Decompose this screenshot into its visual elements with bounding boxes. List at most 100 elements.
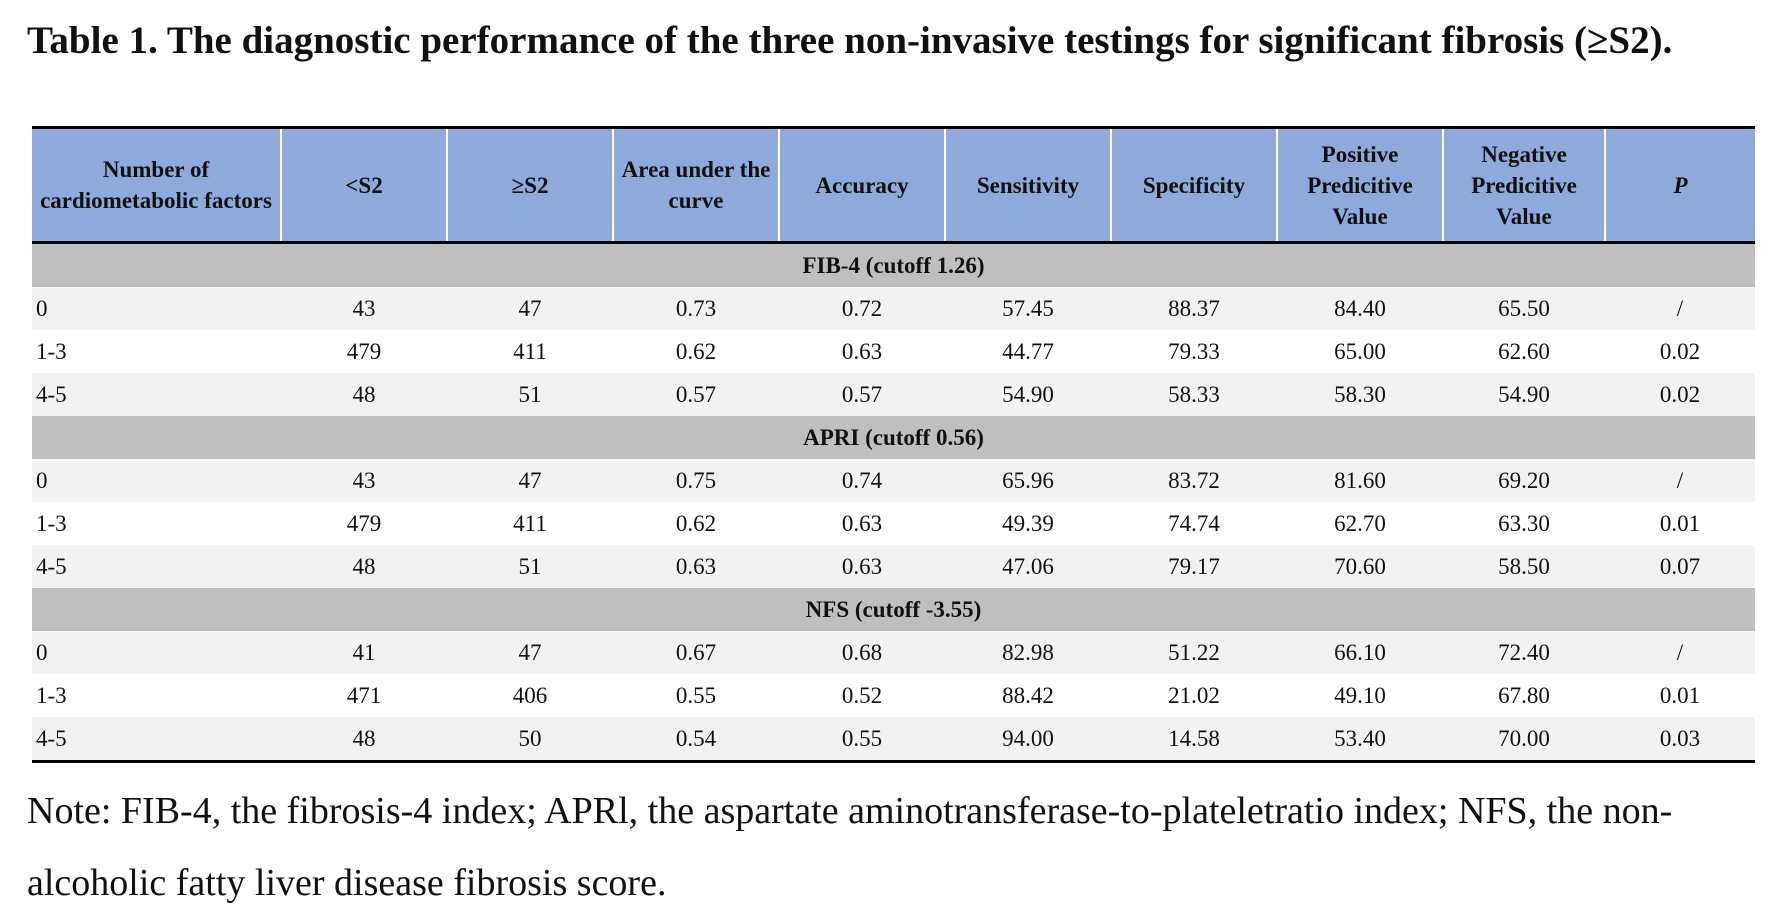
table-cell: 62.70 [1277,502,1443,545]
table-cell: / [1605,459,1755,502]
table-note: Note: FIB-4, the fibrosis-4 index; APRl,… [27,790,1673,904]
table-cell: 48 [281,717,447,763]
table-title: Table 1. The diagnostic performance of t… [27,19,1673,62]
table-cell: 471 [281,674,447,717]
table-cell: 70.60 [1277,545,1443,588]
table-cell: 51 [447,545,613,588]
table-cell: 54.90 [1443,373,1605,416]
table-cell: 51.22 [1111,631,1277,674]
table-cell: 0.01 [1605,502,1755,545]
table-row: 0 43 47 0.75 0.74 65.96 83.72 81.60 69.20/ [32,459,1755,502]
table-cell: 47.06 [945,545,1111,588]
table-cell: 53.40 [1277,717,1443,763]
column-header-sensitivity: Sensitivity [944,126,1111,244]
table-cell: 58.30 [1277,373,1443,416]
table-cell: 0.54 [613,717,779,763]
table-cell: 406 [447,674,613,717]
table-cell: 65.00 [1277,330,1443,373]
table-row: 4-5 48 51 0.57 0.57 54.90 58.33 58.30 54.90 0.02 [32,373,1755,416]
table-cell: 74.74 [1111,502,1277,545]
table-cell: 47 [447,287,613,330]
section-label: NFS (cutoff -3.55) [32,588,1755,631]
table-cell: 79.17 [1111,545,1277,588]
table-body: FIB-4 (cutoff 1.26) 0 43 47 0.73 0.72 57.45 88.… [32,242,1755,763]
table-cell: 48 [281,545,447,588]
table-cell: 84.40 [1277,287,1443,330]
table-row: 0 43 47 0.73 0.72 57.45 88.37 84.40 65.50/ [32,287,1755,330]
table-cell: 79.33 [1111,330,1277,373]
column-header-p: P [1604,126,1755,244]
table-cell: 0.01 [1605,674,1755,717]
table-cell: 0.72 [779,287,945,330]
table-cell: 0.68 [779,631,945,674]
section-row: APRI (cutoff 0.56) [32,416,1755,459]
table-cell: 1-3 [32,502,281,545]
table-cell: 65.96 [945,459,1111,502]
section-label: FIB-4 (cutoff 1.26) [32,242,1755,287]
table-row: 1-3 471 406 0.55 0.52 88.42 21.02 49.10 67.80 0.0… [32,674,1755,717]
table-cell: 48 [281,373,447,416]
table-cell: 21.02 [1111,674,1277,717]
table-cell: 0.07 [1605,545,1755,588]
table-cell: 1-3 [32,330,281,373]
table-cell: 47 [447,459,613,502]
table-cell: 0.73 [613,287,779,330]
column-header-less-s2: <S2 [280,126,447,244]
table-row: 4-5 48 50 0.54 0.55 94.00 14.58 53.40 70.00 0.03 [32,717,1755,763]
table-cell: 4-5 [32,717,281,763]
table-cell: 1-3 [32,674,281,717]
table-cell: 94.00 [945,717,1111,763]
table-cell: 0.02 [1605,330,1755,373]
table-row: 4-5 48 51 0.63 0.63 47.06 79.17 70.60 58.50 0.07 [32,545,1755,588]
table-cell: 81.60 [1277,459,1443,502]
table-cell: 0.02 [1605,373,1755,416]
table-cell: 88.42 [945,674,1111,717]
table-cell: 0.63 [779,330,945,373]
table-cell: 49.10 [1277,674,1443,717]
table-cell: 50 [447,717,613,763]
table-cell: 0.55 [613,674,779,717]
table-cell: 4-5 [32,545,281,588]
section-row: FIB-4 (cutoff 1.26) [32,242,1755,287]
table-cell: 0.55 [779,717,945,763]
table-cell: 0.62 [613,502,779,545]
table-cell: 82.98 [945,631,1111,674]
table-cell: / [1605,631,1755,674]
column-header-specificity: Specificity [1110,126,1277,244]
table-cell: 0.75 [613,459,779,502]
table-cell: 70.00 [1443,717,1605,763]
table-cell: 0 [32,631,281,674]
p-label: P [1673,172,1688,198]
table-cell: 0.63 [779,545,945,588]
column-header-geq-s2: ≥S2 [446,126,613,244]
section-label: APRI (cutoff 0.56) [32,416,1755,459]
table-cell: 54.90 [945,373,1111,416]
table-cell: 58.33 [1111,373,1277,416]
table-cell: 51 [447,373,613,416]
table-cell: / [1605,287,1755,330]
table-row: 1-3 479 411 0.62 0.63 44.77 79.33 65.00 62.60 0.0… [32,330,1755,373]
table-cell: 0 [32,459,281,502]
table-cell: 62.60 [1443,330,1605,373]
performance-table: Number of cardiometabolic factors <S2 ≥S… [32,126,1755,763]
table-cell: 0.63 [779,502,945,545]
table-cell: 47 [447,631,613,674]
table-cell: 88.37 [1111,287,1277,330]
table-cell: 14.58 [1111,717,1277,763]
table-cell: 83.72 [1111,459,1277,502]
table-cell: 0 [32,287,281,330]
column-header-accuracy: Accuracy [778,126,945,244]
table-cell: 67.80 [1443,674,1605,717]
table-cell: 0.63 [613,545,779,588]
table-cell: 65.50 [1443,287,1605,330]
table-cell: 0.67 [613,631,779,674]
column-header-auc: Area under the curve [612,126,779,244]
table-cell: 0.03 [1605,717,1755,763]
column-header-ppv: Positive Predicitive Value [1276,126,1443,244]
section-row: NFS (cutoff -3.55) [32,588,1755,631]
table-cell: 41 [281,631,447,674]
table-cell: 479 [281,330,447,373]
table-cell: 0.52 [779,674,945,717]
table-cell: 72.40 [1443,631,1605,674]
table-cell: 0.57 [779,373,945,416]
